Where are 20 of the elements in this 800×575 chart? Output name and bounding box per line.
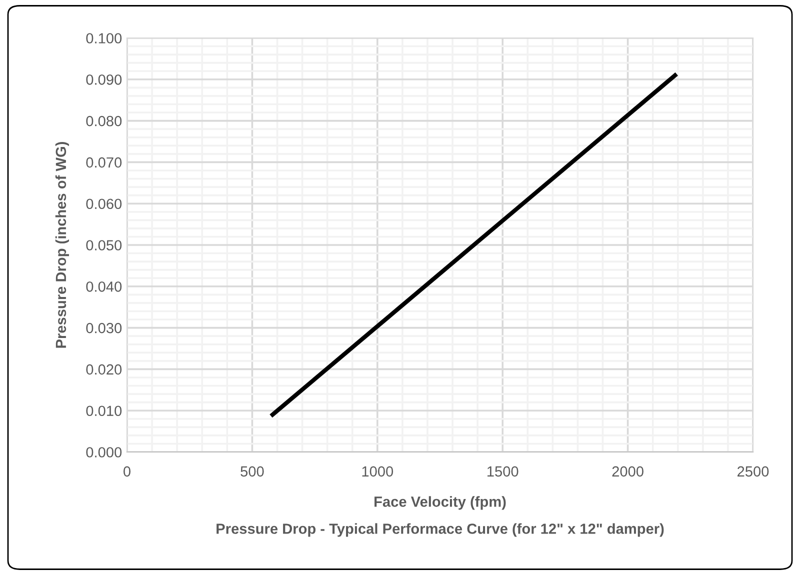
- y-tick-label: 0.000: [86, 447, 122, 458]
- x-tick-label: 0: [124, 466, 130, 477]
- text: Pressure Drop - Typical Performace Curve (for 12" x 12" damper): [216, 523, 664, 537]
- y-tick-label: 0.070: [86, 157, 122, 168]
- x-tick-label: 2500: [738, 466, 769, 477]
- y-tick-label: 0.100: [86, 33, 122, 44]
- y-tick-label: 0.020: [86, 364, 122, 375]
- y-tick-label: 0.080: [86, 116, 122, 126]
- y-tick-label: 0.040: [86, 282, 122, 292]
- x-axis-title: Face Velocity (fpm): [374, 496, 506, 510]
- x-tick-label: 1500: [487, 466, 518, 477]
- x-tick-label: 500: [240, 466, 264, 477]
- y-tick-label: 0.030: [86, 322, 122, 334]
- y-tick-label: 0.050: [86, 240, 122, 250]
- y-tick-label: 0.060: [86, 198, 122, 210]
- x-tick-label: 1000: [362, 466, 394, 477]
- y-tick-label: 0.090: [86, 74, 122, 85]
- y-tick-label: 0.010: [86, 406, 122, 416]
- y-axis-title: Pressure Drop (inches of WG): [55, 142, 69, 348]
- x-tick-label: 2000: [612, 466, 644, 477]
